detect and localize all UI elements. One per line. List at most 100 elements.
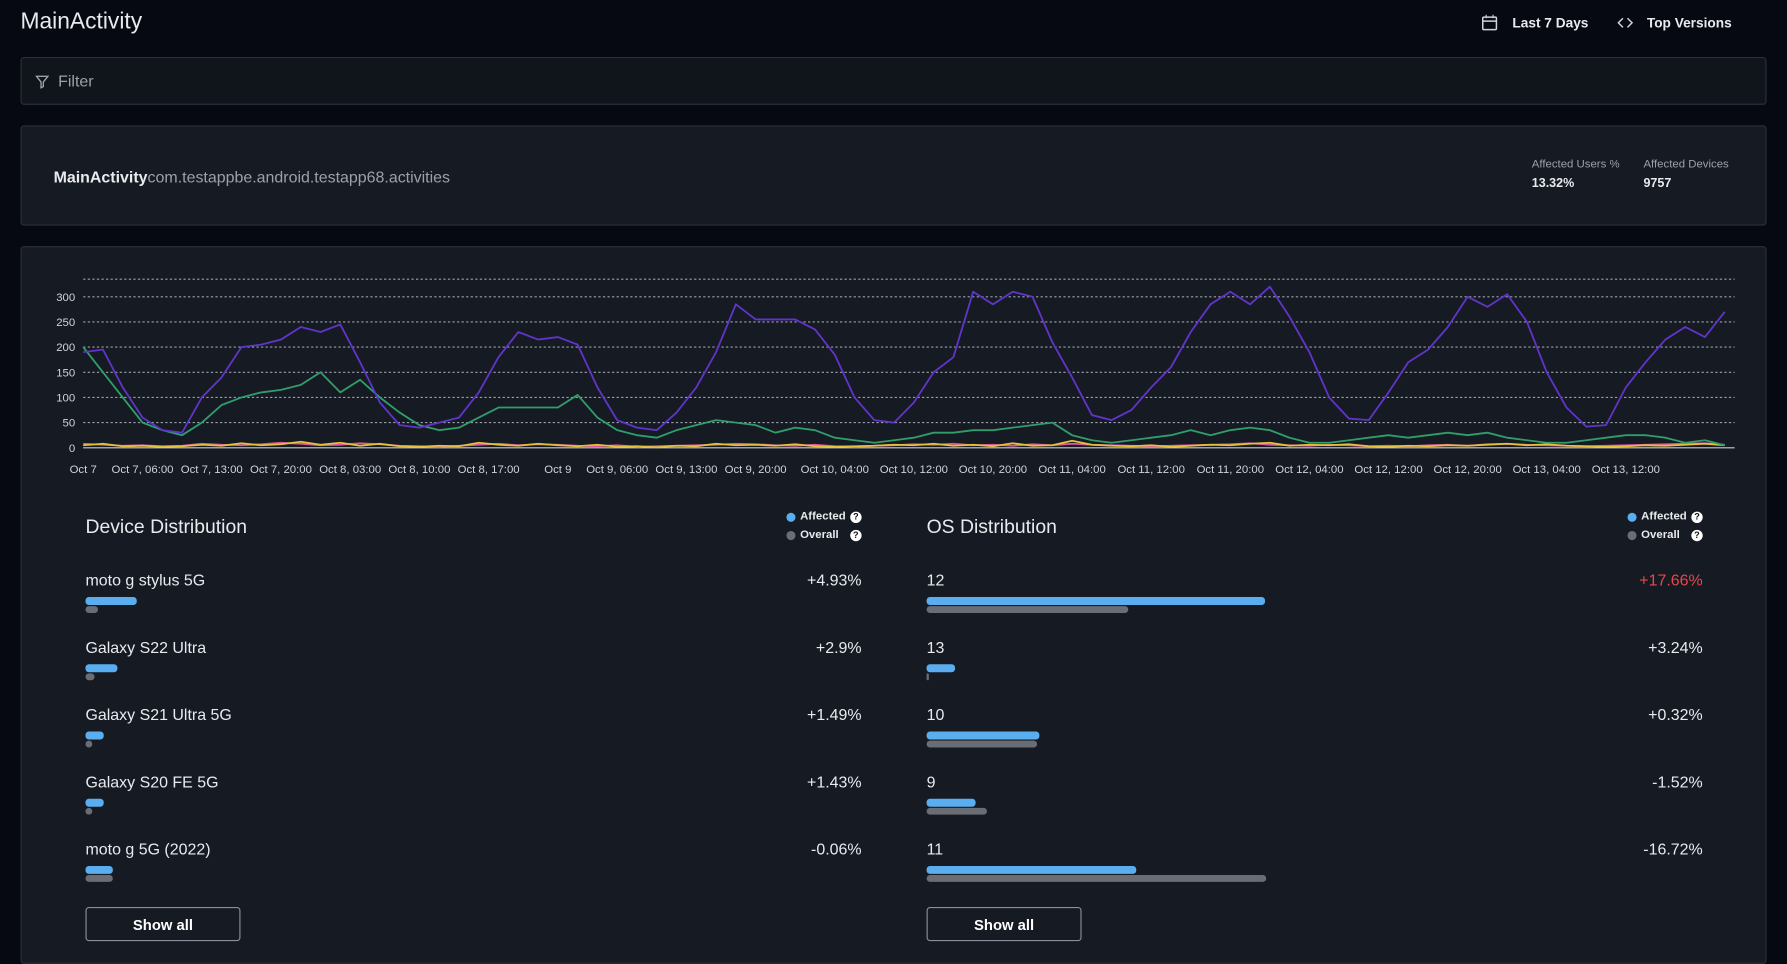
y-tick-label: 50 — [63, 418, 76, 430]
row-delta: +17.66% — [1639, 570, 1703, 590]
row-delta: +1.43% — [807, 772, 862, 791]
x-tick-label: Oct 9, 13:00 — [655, 464, 717, 476]
y-tick-label: 150 — [56, 367, 75, 379]
legend-item: Affected? — [1627, 510, 1703, 523]
y-tick-label: 250 — [56, 317, 75, 329]
overall-bar — [926, 875, 1266, 882]
show-all-button[interactable]: Show all — [926, 906, 1082, 942]
stat-value: 9757 — [1643, 176, 1672, 191]
help-icon: ? — [1691, 511, 1703, 523]
legend-item: Overall? — [1627, 528, 1703, 542]
x-tick-label: Oct 11, 12:00 — [1117, 464, 1184, 476]
row-label: Galaxy S21 Ultra 5G — [85, 705, 232, 724]
versions-button[interactable]: Top Versions — [1616, 14, 1732, 32]
legend-dot — [1627, 512, 1637, 522]
x-tick-label: Oct 11, 20:00 — [1197, 464, 1264, 476]
page-title: MainActivity — [20, 9, 143, 35]
distribution-title: OS Distribution — [926, 516, 1057, 538]
x-tick-label: Oct 8, 03:00 — [319, 464, 381, 476]
overall-bar — [85, 740, 93, 748]
affected-bar — [85, 798, 104, 807]
overall-bar — [85, 606, 99, 613]
x-tick-label: Oct 9 — [544, 464, 571, 476]
legend-dot — [1627, 530, 1637, 540]
line-series — [83, 439, 1725, 449]
line-series — [82, 346, 1725, 447]
filter-placeholder: Filter — [58, 71, 94, 91]
x-tick-label: Oct 9, 20:00 — [725, 464, 787, 476]
affected-bar — [926, 798, 976, 807]
row-delta: +1.49% — [807, 705, 862, 724]
show-all-button[interactable]: Show all — [85, 906, 241, 942]
affected-bar — [926, 597, 1265, 606]
line-series — [83, 285, 1726, 434]
help-icon: ? — [850, 511, 862, 523]
x-tick-label: Oct 7, 13:00 — [181, 464, 243, 476]
row-label: moto g 5G (2022) — [85, 839, 211, 858]
y-tick-label: 100 — [56, 392, 75, 404]
legend-label: Affected — [1641, 510, 1687, 523]
row-delta: -16.72% — [1643, 839, 1703, 858]
affected-bar — [85, 731, 105, 740]
affected-bar — [85, 865, 113, 874]
row-delta: -1.52% — [1652, 772, 1703, 791]
x-tick-label: Oct 11, 04:00 — [1038, 464, 1105, 476]
row-delta: -0.06% — [811, 839, 862, 858]
legend-item: Affected? — [786, 510, 862, 523]
x-tick-label: Oct 12, 20:00 — [1433, 464, 1501, 476]
affected-bar — [926, 731, 1040, 740]
x-tick-label: Oct 8, 10:00 — [388, 464, 450, 476]
help-icon: ? — [850, 529, 862, 541]
x-tick-label: Oct 12, 04:00 — [1275, 464, 1343, 476]
x-tick-label: Oct 9, 06:00 — [586, 464, 648, 476]
x-tick-label: Oct 8, 17:00 — [458, 464, 520, 476]
y-tick-label: 0 — [69, 443, 75, 455]
x-tick-label: Oct 7 — [70, 464, 97, 476]
overall-bar — [926, 673, 930, 681]
x-tick-label: Oct 7, 06:00 — [112, 464, 174, 476]
legend-label: Affected — [800, 510, 846, 523]
package-name: com.testappbe.android.testapp68.activiti… — [147, 167, 451, 186]
summary-title: MainActivitycom.testappbe.android.testap… — [54, 167, 450, 185]
legend-dot — [786, 530, 796, 540]
activity-name: MainActivity — [53, 167, 148, 186]
date-range-button[interactable]: Last 7 Days — [1480, 14, 1588, 32]
y-tick-label: 300 — [56, 292, 75, 304]
affected-bar — [926, 865, 1137, 874]
x-tick-label: Oct 10, 04:00 — [801, 464, 869, 476]
legend-label: Overall — [1641, 528, 1680, 542]
legend-item: Overall? — [786, 528, 862, 542]
overall-bar — [926, 807, 988, 815]
overall-bar — [926, 740, 1037, 748]
row-label: Galaxy S20 FE 5G — [85, 772, 219, 791]
filter-icon — [35, 75, 50, 89]
x-tick-label: Oct 12, 12:00 — [1354, 464, 1422, 476]
row-delta: +2.9% — [815, 638, 862, 657]
overall-bar — [85, 807, 93, 815]
row-delta: +4.93% — [807, 570, 862, 590]
row-delta: +0.32% — [1648, 705, 1703, 724]
filter-input[interactable]: Filter — [20, 56, 1767, 105]
x-tick-label: Oct 13, 04:00 — [1513, 464, 1581, 476]
overall-bar — [926, 606, 1128, 613]
row-label: 9 — [926, 772, 936, 791]
row-label: 13 — [926, 638, 945, 657]
x-tick-label: Oct 10, 12:00 — [880, 464, 948, 476]
versions-label: Top Versions — [1646, 14, 1732, 31]
chart: 0 50 100 150 200 250 300 Oct 7 Oct 7, 06:00 Oct 7… — [56, 278, 1735, 476]
row-label: 12 — [926, 570, 945, 590]
legend-label: Overall — [800, 528, 839, 542]
stat-label: Affected Users % — [1531, 158, 1620, 171]
row-delta: +3.24% — [1648, 638, 1703, 657]
date-range-label: Last 7 Days — [1512, 14, 1589, 31]
summary-card: MainActivitycom.testappbe.android.testap… — [20, 125, 1767, 226]
distribution-title: Device Distribution — [85, 516, 248, 538]
help-icon: ? — [1691, 529, 1703, 541]
row-label: Galaxy S22 Ultra — [85, 638, 207, 657]
x-tick-label: Oct 10, 20:00 — [959, 464, 1027, 476]
x-tick-label: Oct 7, 20:00 — [250, 464, 312, 476]
row-label: 10 — [926, 705, 945, 724]
legend-dot — [786, 512, 796, 522]
